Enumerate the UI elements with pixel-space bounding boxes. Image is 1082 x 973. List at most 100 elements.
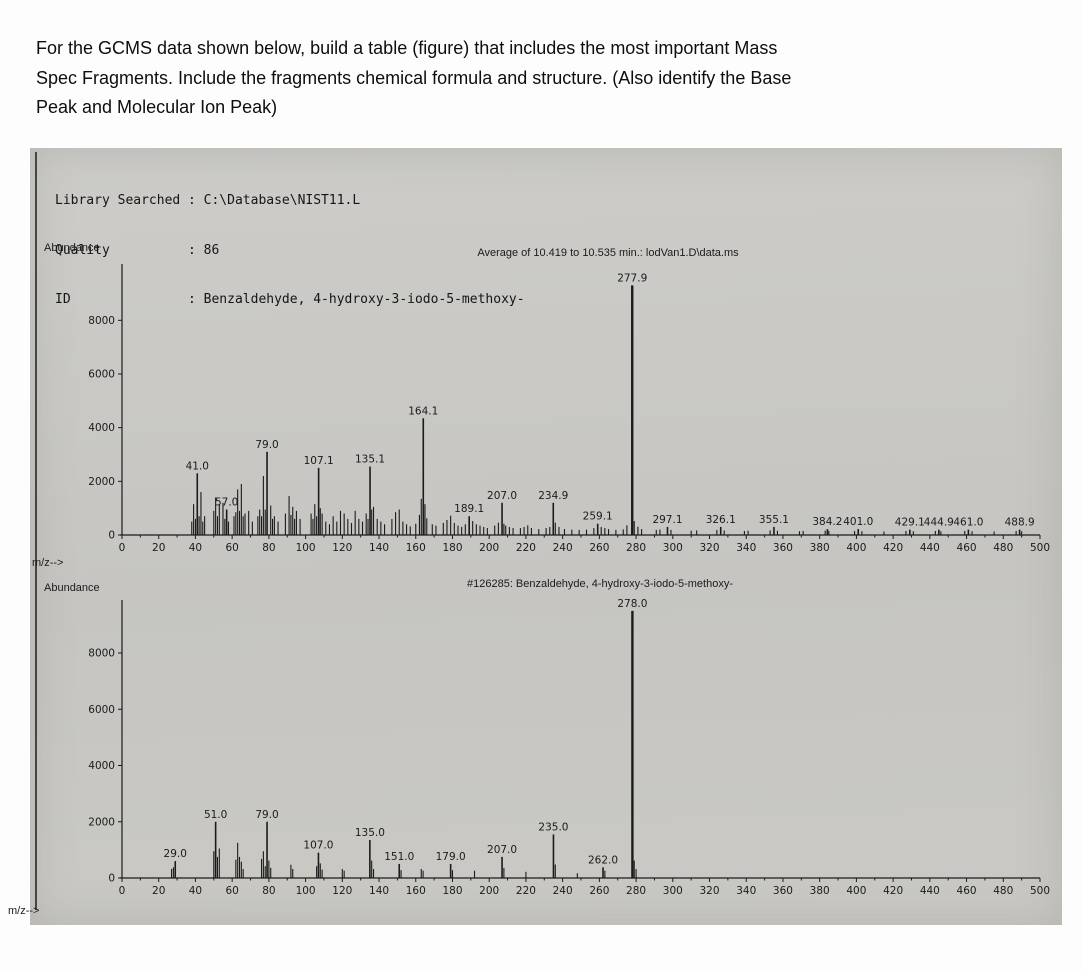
svg-text:57.0: 57.0	[215, 497, 238, 509]
report-field-value: : Benzaldehyde, 4-hydroxy-3-iodo-5-metho…	[188, 292, 525, 307]
svg-text:380: 380	[810, 885, 830, 897]
svg-text:40: 40	[189, 542, 202, 554]
svg-text:151.0: 151.0	[384, 851, 414, 863]
report-header-row-id: ID : Benzaldehyde, 4-hydroxy-3-iodo-5-met…	[55, 292, 525, 309]
svg-text:79.0: 79.0	[255, 809, 278, 821]
svg-text:179.0: 179.0	[436, 851, 466, 863]
svg-text:140: 140	[369, 885, 389, 897]
svg-text:262.0: 262.0	[588, 854, 618, 866]
y-axis-label-top: Abundance	[44, 242, 100, 254]
x-axis-label-top: m/z-->	[32, 557, 64, 569]
svg-text:0: 0	[108, 530, 115, 542]
svg-text:80: 80	[262, 885, 275, 897]
svg-text:260: 260	[589, 885, 609, 897]
svg-text:20: 20	[152, 885, 165, 897]
svg-text:234.9: 234.9	[538, 490, 568, 502]
svg-text:384.2: 384.2	[812, 516, 842, 528]
report-header-row-quality: Quality : 86	[55, 243, 525, 260]
svg-text:220: 220	[516, 542, 536, 554]
svg-text:280: 280	[626, 542, 646, 554]
svg-text:278.0: 278.0	[617, 598, 647, 610]
chart-title-bottom: #126285: Benzaldehyde, 4-hydroxy-3-iodo-…	[467, 578, 733, 590]
scan-left-border-line	[35, 152, 37, 910]
report-field-value: : C:\Database\NIST11.L	[188, 193, 361, 208]
svg-text:40: 40	[189, 885, 202, 897]
svg-text:220: 220	[516, 885, 536, 897]
svg-text:160: 160	[406, 542, 426, 554]
svg-text:240: 240	[553, 542, 573, 554]
svg-text:480: 480	[993, 885, 1013, 897]
svg-text:320: 320	[699, 885, 719, 897]
svg-text:300: 300	[663, 542, 683, 554]
y-axis-label-bottom: Abundance	[44, 582, 100, 594]
svg-text:300: 300	[663, 885, 683, 897]
svg-text:160: 160	[406, 885, 426, 897]
svg-text:8000: 8000	[88, 648, 115, 660]
svg-text:120: 120	[332, 885, 352, 897]
svg-text:135.1: 135.1	[355, 454, 385, 466]
report-field-label: Library Searched	[55, 193, 181, 208]
svg-text:0: 0	[119, 885, 126, 897]
svg-text:326.1: 326.1	[706, 514, 736, 526]
svg-text:60: 60	[225, 885, 238, 897]
svg-text:460: 460	[957, 885, 977, 897]
svg-text:107.1: 107.1	[304, 455, 334, 467]
question-line-1: For the GCMS data shown below, build a t…	[36, 38, 778, 58]
report-field-label: ID	[55, 292, 71, 307]
svg-text:340: 340	[736, 885, 756, 897]
svg-text:140: 140	[369, 542, 389, 554]
x-axis-label-bottom: m/z-->	[8, 905, 40, 917]
svg-text:360: 360	[773, 885, 793, 897]
scanned-gcms-report: Library Searched : C:\Database\NIST11.L Q…	[8, 148, 1062, 925]
svg-text:135.0: 135.0	[355, 827, 385, 839]
svg-text:440: 440	[920, 885, 940, 897]
svg-text:200: 200	[479, 542, 499, 554]
report-field-value: : 86	[188, 242, 220, 258]
svg-text:120: 120	[332, 542, 352, 554]
svg-text:500: 500	[1030, 542, 1050, 554]
svg-text:355.1: 355.1	[759, 514, 789, 526]
svg-text:79.0: 79.0	[255, 439, 278, 451]
svg-text:461.0: 461.0	[953, 517, 983, 529]
svg-text:207.0: 207.0	[487, 844, 517, 856]
mass-spectrum-plot-top: 0 20 40 60 80 100 120 140 160 180 200 220 240 260 280 3…	[88, 264, 1050, 554]
svg-text:340: 340	[736, 542, 756, 554]
svg-text:189.1: 189.1	[454, 503, 484, 515]
svg-text:500: 500	[1030, 885, 1050, 897]
svg-text:164.1: 164.1	[408, 405, 438, 417]
svg-text:297.1: 297.1	[652, 514, 682, 526]
svg-text:100: 100	[296, 885, 316, 897]
svg-text:440: 440	[920, 542, 940, 554]
svg-text:488.9: 488.9	[1005, 517, 1035, 529]
svg-text:429.1: 429.1	[895, 517, 925, 529]
svg-text:0: 0	[108, 873, 115, 885]
svg-text:29.0: 29.0	[164, 848, 187, 860]
svg-text:260: 260	[589, 542, 609, 554]
svg-text:60: 60	[225, 542, 238, 554]
question-line-2: Spec Fragments. Include the fragments ch…	[36, 67, 792, 88]
svg-text:107.0: 107.0	[303, 840, 333, 852]
report-field-label: Quality	[55, 242, 110, 258]
svg-text:259.1: 259.1	[583, 511, 613, 523]
svg-text:480: 480	[993, 542, 1013, 554]
svg-text:420: 420	[883, 885, 903, 897]
svg-text:100: 100	[296, 542, 316, 554]
svg-text:41.0: 41.0	[186, 460, 209, 472]
svg-text:320: 320	[699, 542, 719, 554]
svg-text:207.0: 207.0	[487, 490, 517, 502]
svg-text:4000: 4000	[88, 760, 115, 772]
question-text: For the GCMS data shown below, build a t…	[36, 34, 1026, 123]
svg-text:401.0: 401.0	[843, 516, 873, 528]
svg-text:6000: 6000	[88, 368, 115, 380]
svg-text:180: 180	[442, 542, 462, 554]
svg-text:280: 280	[626, 885, 646, 897]
svg-text:80: 80	[262, 542, 275, 554]
report-header: Library Searched : C:\Database\NIST11.L Q…	[55, 160, 525, 342]
svg-text:0: 0	[119, 542, 126, 554]
svg-text:2000: 2000	[88, 476, 115, 488]
svg-text:8000: 8000	[88, 315, 115, 327]
svg-text:235.0: 235.0	[538, 821, 568, 833]
svg-text:420: 420	[883, 542, 903, 554]
svg-text:20: 20	[152, 542, 165, 554]
svg-text:400: 400	[846, 542, 866, 554]
